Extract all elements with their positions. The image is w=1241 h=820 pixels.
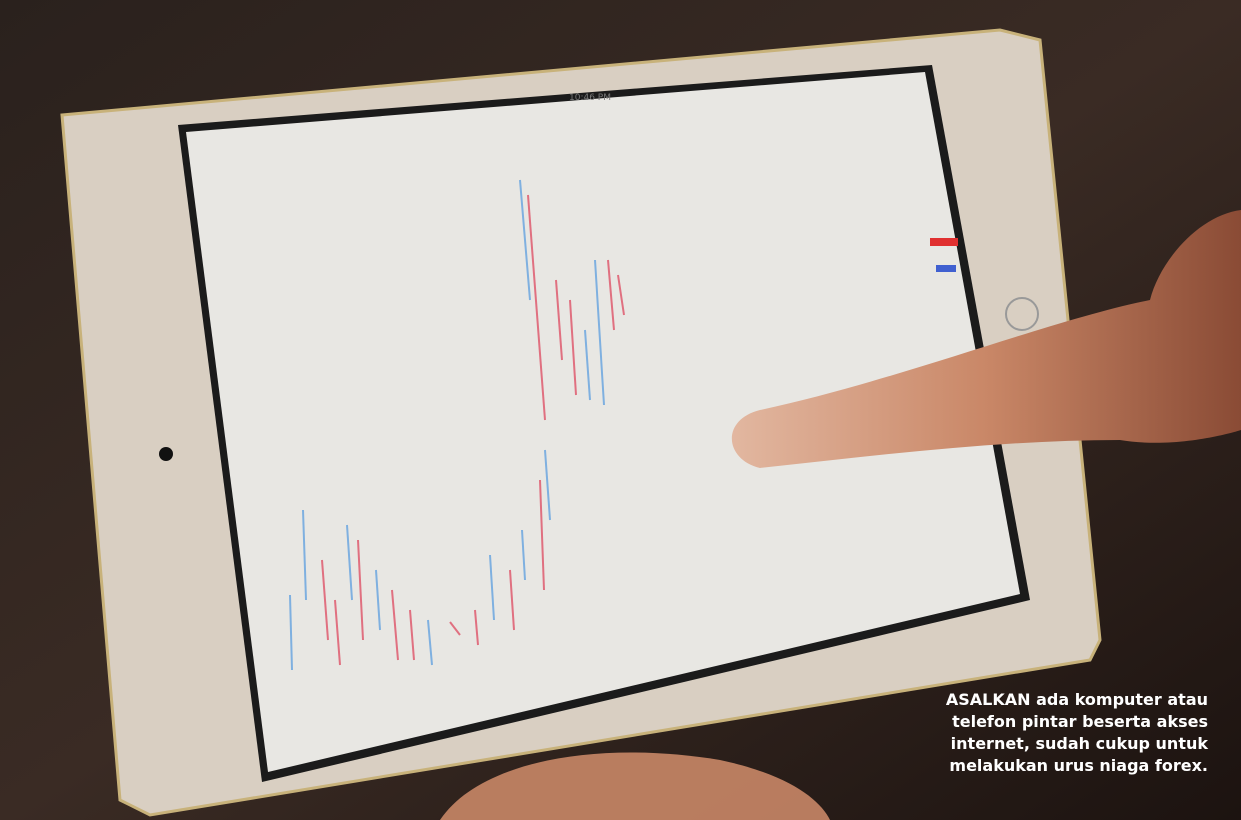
sell-button (930, 238, 958, 246)
status-time: 10:46 PM (569, 93, 611, 103)
camera (159, 447, 173, 461)
photo: 10:46 PM ASALKAN ada komputer atau telef… (0, 0, 1241, 820)
page: 10:46 PM ASALKAN ada komputer atau telef… (0, 0, 1241, 820)
caption-line: internet, sudah cukup untuk (951, 734, 1209, 753)
buy-button (936, 265, 956, 272)
caption-line: melakukan urus niaga forex. (949, 756, 1208, 775)
caption-line: ASALKAN ada komputer atau (946, 690, 1208, 709)
caption-line: telefon pintar beserta akses (952, 712, 1208, 731)
